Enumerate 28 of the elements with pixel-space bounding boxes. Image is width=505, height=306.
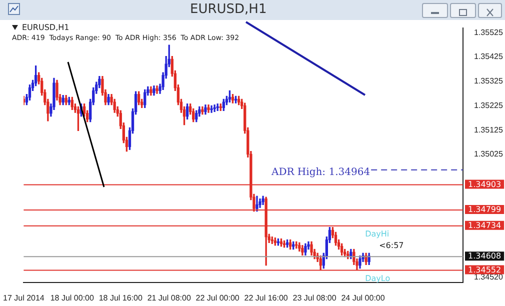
y-tick-label: 1.35025 [474, 150, 504, 159]
ref-line-label: 1.34734 [468, 220, 502, 230]
x-tick-label: 23 Jul 08:00 [292, 293, 337, 302]
y-tick-label: 1.35325 [474, 76, 504, 86]
y-tick-label: 1.34520 [474, 272, 504, 282]
chart-title: EURUSD,H1 [190, 2, 267, 17]
annotation: <6:57 [379, 241, 404, 250]
x-tick-label: 22 Jul 16:00 [244, 293, 288, 302]
x-tick-label: 21 Jul 08:00 [147, 293, 192, 302]
y-tick-label: 1.35225 [474, 100, 504, 110]
y-tick-label: 1.35425 [474, 52, 504, 62]
ref-line-label: 1.34903 [468, 180, 502, 189]
candlestick [210, 105, 213, 113]
annotation: DayHi [365, 229, 390, 238]
y-tick-label: 1.35525 [474, 28, 504, 37]
x-tick-label: 18 Jul 00:00 [50, 293, 95, 302]
ref-line-label: 1.34799 [468, 205, 502, 214]
ref-line-label: 1.34552 [468, 265, 502, 274]
annotation: EURUSD,H1 [22, 23, 70, 32]
y-tick-label: 1.35125 [474, 125, 504, 134]
annotation: DayLo [365, 274, 390, 283]
x-tick-label: 24 Jul 00:00 [341, 293, 386, 302]
x-tick-label: 22 Jul 00:00 [196, 293, 240, 302]
x-tick-label: 17 Jul 2014 [2, 293, 45, 302]
x-tick-label: 18 Jul 16:00 [98, 293, 143, 302]
ref-line-label: ADR High: 1.34964 [270, 166, 370, 178]
candlestick [213, 104, 216, 112]
ref-line-label: 1.34608 [468, 252, 502, 261]
